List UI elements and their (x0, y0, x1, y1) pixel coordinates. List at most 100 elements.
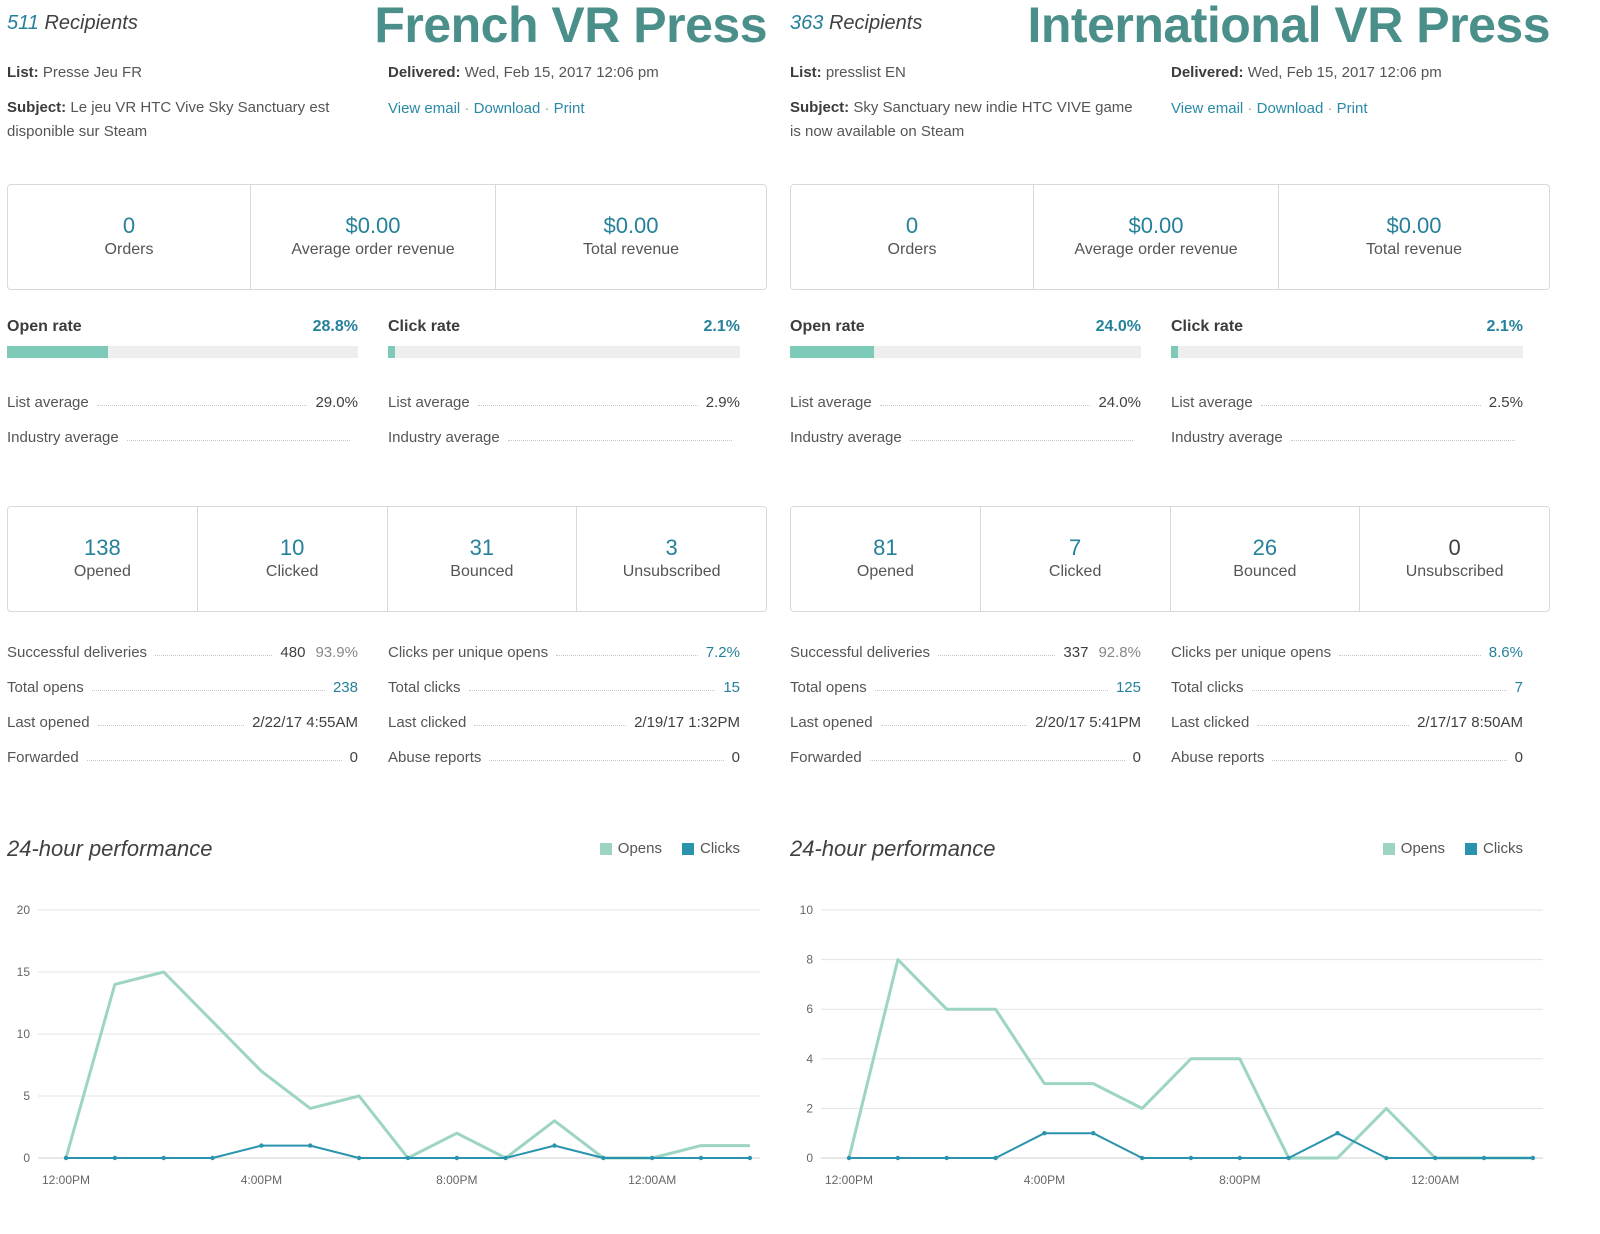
legend-clicks[interactable]: Clicks (700, 840, 740, 857)
legend-opens[interactable]: Opens (1400, 840, 1445, 857)
clicks-point (747, 1155, 753, 1161)
total-clicks-value[interactable]: 7 (1514, 679, 1523, 696)
open-rate-bar-fill (790, 346, 875, 358)
click-list-average: List average 2.5% (1171, 389, 1523, 411)
dotted-leader (1272, 760, 1507, 761)
download-link[interactable]: Download (1256, 100, 1324, 117)
open-rate-value: 28.8% (312, 318, 358, 335)
kv-value: 29.0% (315, 394, 358, 411)
x-tick-label: 4:00PM (241, 1173, 282, 1187)
y-tick-label: 6 (806, 1002, 813, 1016)
kv-label: List average (1171, 394, 1253, 411)
clicks-per-unique-opens: Clicks per unique opens 8.6% (1171, 639, 1523, 661)
clicks-point (210, 1155, 215, 1161)
kv-value: 24.0% (1098, 394, 1141, 411)
legend-clicks[interactable]: Clicks (1483, 840, 1523, 857)
clicks-point (1384, 1155, 1389, 1161)
dotted-leader (1260, 405, 1481, 406)
click-rate-bar-fill (1171, 346, 1179, 358)
average-order-revenue-label: Average order revenue (1074, 241, 1238, 258)
last-opened: Last opened 2/20/17 5:41PM (790, 709, 1141, 731)
kv-label: Industry average (7, 429, 119, 446)
total-revenue-cell: $0.00 Total revenue (1279, 185, 1549, 289)
legend-opens[interactable]: Opens (617, 840, 662, 857)
performance-chart: 0 5 10 15 20 12:00PM 4:00PM 8:00PM 12:00AM (17, 903, 760, 1187)
clicks-point (846, 1155, 852, 1161)
list-info: List: Presse Jeu FR (7, 61, 142, 85)
kv-value: 0 (1514, 749, 1523, 766)
clicks-point (1481, 1155, 1487, 1161)
link-separator: · (540, 100, 554, 117)
average-order-revenue-cell: $0.00 Average order revenue (1034, 185, 1279, 289)
y-tick-label: 0 (23, 1151, 30, 1165)
x-tick-label: 12:00AM (628, 1173, 676, 1187)
dotted-leader (1251, 690, 1507, 691)
unsubscribed-cell: 3 Unsubscribed (577, 507, 766, 611)
kv-label: Forwarded (790, 749, 862, 766)
last-opened: Last opened 2/22/17 4:55AM (7, 709, 358, 731)
total-opens-value[interactable]: 125 (1115, 679, 1141, 696)
campaign-panel-international: 363 Recipients International VR Press Li… (790, 0, 1550, 1234)
dotted-leader (909, 440, 1133, 441)
recipients-number: 363 (790, 12, 824, 34)
print-link[interactable]: Print (1336, 100, 1368, 117)
click-rate-label: Click rate (388, 318, 461, 335)
print-link[interactable]: Print (553, 100, 585, 117)
y-tick-label: 15 (17, 965, 31, 979)
total-revenue-cell: $0.00 Total revenue (496, 185, 766, 289)
subject-info: Subject: Le jeu VR HTC Vive Sky Sanctuar… (7, 96, 352, 144)
recipients-label: Recipients (828, 12, 923, 34)
list-value: Presse Jeu FR (42, 64, 143, 81)
open-industry-average: Industry average (790, 424, 1141, 446)
clicks-point (308, 1143, 313, 1148)
click-rate-value: 2.1% (703, 318, 740, 335)
forwarded: Forwarded 0 (7, 744, 358, 766)
list-label: List: (790, 64, 822, 81)
kv-label: Industry average (1171, 429, 1283, 446)
kv-label: Industry average (790, 429, 902, 446)
click-rate-bar (1171, 346, 1523, 358)
kv-label: Total clicks (1171, 679, 1244, 696)
clicked-cell: 7 Clicked (981, 507, 1171, 611)
clicks-point (63, 1155, 69, 1161)
clicks-point (112, 1155, 118, 1161)
click-list-average: List average 2.9% (388, 389, 740, 411)
clicked-label: Clicked (265, 563, 319, 580)
dotted-leader (126, 440, 350, 441)
total-opens-value[interactable]: 238 (332, 679, 358, 696)
clicks-point (259, 1143, 264, 1148)
download-link[interactable]: Download (473, 100, 541, 117)
click-rate-bar (388, 346, 740, 358)
dotted-leader (1339, 655, 1481, 656)
clicks-point (650, 1155, 655, 1161)
y-tick-label: 10 (800, 903, 814, 917)
total-opens: Total opens 238 (7, 674, 358, 696)
abuse-reports: Abuse reports 0 (1171, 744, 1523, 766)
performance-title: 24-hour performance (790, 836, 996, 861)
kv-value: 480 93.9% (280, 644, 358, 661)
unsubscribed-label: Unsubscribed (1405, 563, 1504, 580)
opened-value: 81 (873, 535, 898, 560)
dotted-leader (879, 405, 1091, 406)
total-clicks-value[interactable]: 15 (723, 679, 740, 696)
average-order-revenue-value: $0.00 (345, 213, 401, 238)
dotted-leader (1257, 725, 1410, 726)
view-email-link[interactable]: View email (388, 100, 461, 117)
opens-series-line (64, 970, 750, 1160)
dotted-leader (86, 760, 342, 761)
performance-chart: 0 2 4 6 8 10 12:00PM 4:00PM 8:00PM 12:00AM (800, 903, 1543, 1187)
kv-value: 8.6% (1488, 644, 1523, 661)
kv-label: Industry average (388, 429, 500, 446)
total-opens: Total opens 125 (790, 674, 1141, 696)
engagement-summary: 81 Opened 7 Clicked 26 Bounced 0 Unsubsc… (790, 506, 1550, 612)
clicks-point (1188, 1155, 1194, 1161)
orders-cell: 0 Orders (8, 185, 251, 289)
list-label: List: (7, 64, 39, 81)
clicks-point (356, 1155, 362, 1161)
delivered-value: Wed, Feb 15, 2017 12:06 pm (1247, 64, 1442, 81)
successful-deliveries: Successful deliveries 337 92.8% (790, 639, 1141, 661)
last-clicked: Last clicked 2/19/17 1:32PM (388, 709, 740, 731)
email-links: View email · Download · Print (1171, 97, 1368, 121)
view-email-link[interactable]: View email (1171, 100, 1244, 117)
bounced-cell: 31 Bounced (388, 507, 578, 611)
